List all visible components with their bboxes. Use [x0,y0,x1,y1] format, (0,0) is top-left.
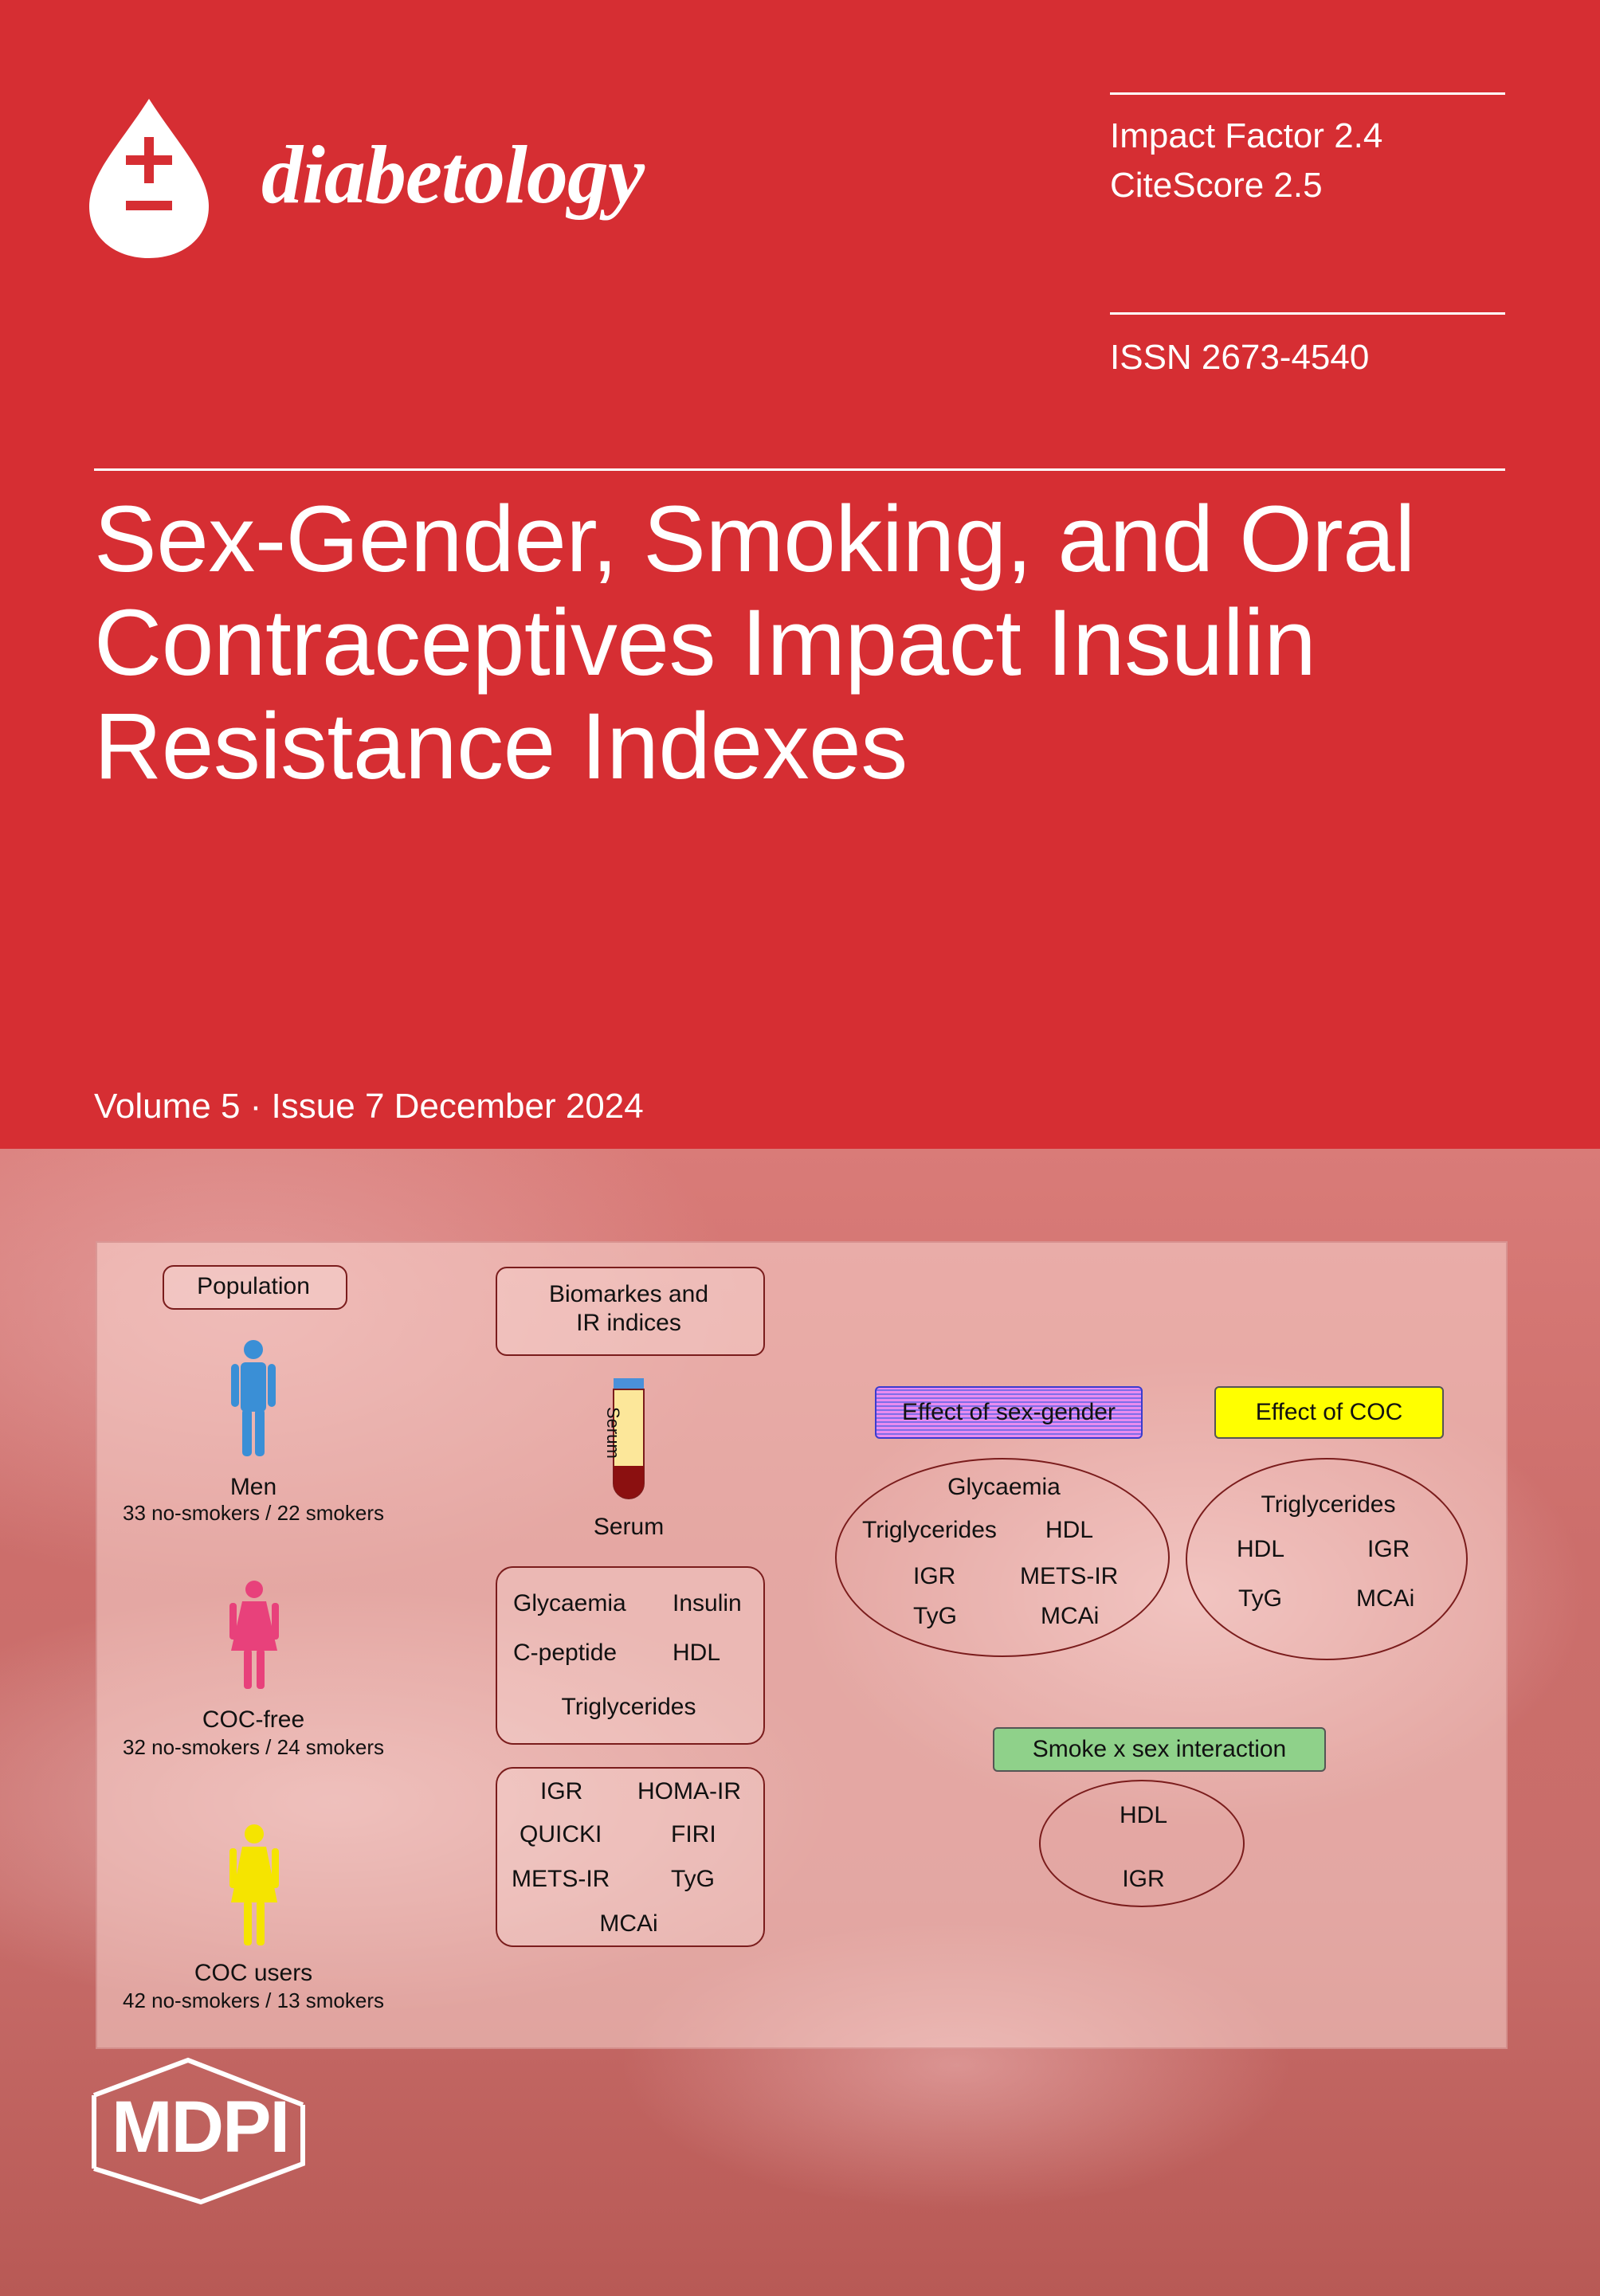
sex-glycaemia: Glycaemia [947,1474,1061,1500]
coc-triglycerides: Triglycerides [1261,1491,1396,1518]
sex-igr: IGR [913,1563,956,1589]
interaction-igr: IGR [1122,1866,1165,1892]
coc-hdl: HDL [1237,1536,1285,1562]
index-firi: FIRI [671,1821,716,1847]
biomarkers-title-line2: IR indices [576,1310,681,1336]
interaction-tag: Smoke x sex interaction [993,1727,1326,1772]
biomarker-triglycerides: Triglycerides [561,1694,696,1720]
index-tyg: TyG [671,1866,716,1892]
ir-indices-box [496,1767,765,1947]
publisher-logo: MDPI [89,2055,312,2207]
mdpi-hexagon-icon [92,2057,305,2205]
biomarker-insulin: Insulin [673,1590,742,1616]
serum-label: Serum [593,1514,665,1540]
title-line-1: Sex-Gender, Smoking, and Oral [94,487,1416,592]
coc-tyg: TyG [1238,1585,1283,1612]
woman-user-figure-icon [229,1824,279,1945]
effect-sex-ellipse [835,1458,1170,1657]
interaction-hdl: HDL [1119,1802,1168,1828]
woman-figure-icon [229,1581,279,1689]
sex-tyg: TyG [913,1603,958,1629]
index-mets-ir: METS-IR [512,1866,610,1892]
effect-sex-tag: Effect of sex-gender [875,1386,1143,1439]
men-label: Men [229,1474,277,1500]
title-rule [94,468,1505,471]
index-igr: IGR [540,1778,583,1804]
issn: ISSN 2673-4540 [1110,338,1370,377]
sex-triglycerides: Triglycerides [862,1517,997,1543]
blood-drop-logo-icon [89,99,209,258]
biomarkers-title-box [496,1267,765,1356]
effect-coc-ellipse [1186,1458,1468,1660]
index-quicki: QUICKI [520,1821,602,1847]
sex-mcai: MCAi [1041,1603,1100,1629]
sex-hdl: HDL [1045,1517,1094,1543]
graphical-abstract: Population Men 33 no-smokers / 22 smoker… [96,1241,1508,2049]
coc-users-counts: 42 no-smokers / 13 smokers [122,1988,385,2012]
effect-coc-tag: Effect of COC [1214,1386,1444,1439]
man-figure-icon [231,1340,276,1456]
coc-igr: IGR [1367,1536,1410,1562]
interaction-ellipse [1039,1780,1245,1907]
population-title: Population [197,1273,310,1299]
issue-info: Volume 5 · Issue 7 December 2024 [94,1087,644,1126]
biomarkers-title-line1: Biomarkes and [548,1281,709,1307]
citescore: CiteScore 2.5 [1110,166,1323,205]
biomarker-c-peptide: C-peptide [513,1640,618,1666]
journal-name: diabetology [261,129,645,221]
metrics-mid-rule [1110,312,1505,315]
impact-factor: Impact Factor 2.4 [1110,116,1383,155]
sex-mets-ir: METS-IR [1020,1563,1119,1589]
serum-tube-icon [613,1378,645,1499]
article-title: Sex-Gender, Smoking, and Oral Contracept… [94,488,1544,798]
coc-users-label: COC users [194,1960,313,1986]
metrics-top-rule [1110,92,1505,95]
title-line-2: Contraceptives Impact Insulin [94,590,1316,695]
index-mcai: MCAi [599,1910,658,1937]
biomarker-glycaemia: Glycaemia [513,1590,626,1616]
serum-tube-label: Serum [603,1407,623,1459]
biomarker-hdl: HDL [673,1640,721,1666]
men-counts: 33 no-smokers / 22 smokers [122,1501,385,1525]
cover-header: diabetology Impact Factor 2.4 CiteScore … [89,92,1544,1126]
coc-free-counts: 32 no-smokers / 24 smokers [122,1735,385,1759]
publisher-name: MDPI [112,2086,290,2168]
index-homa-ir: HOMA-IR [637,1778,741,1804]
title-line-3: Resistance Indexes [94,694,908,799]
population-title-box [163,1265,347,1310]
biomarkers-box [496,1566,765,1745]
coc-mcai: MCAi [1356,1585,1415,1612]
coc-free-label: COC-free [202,1706,305,1733]
